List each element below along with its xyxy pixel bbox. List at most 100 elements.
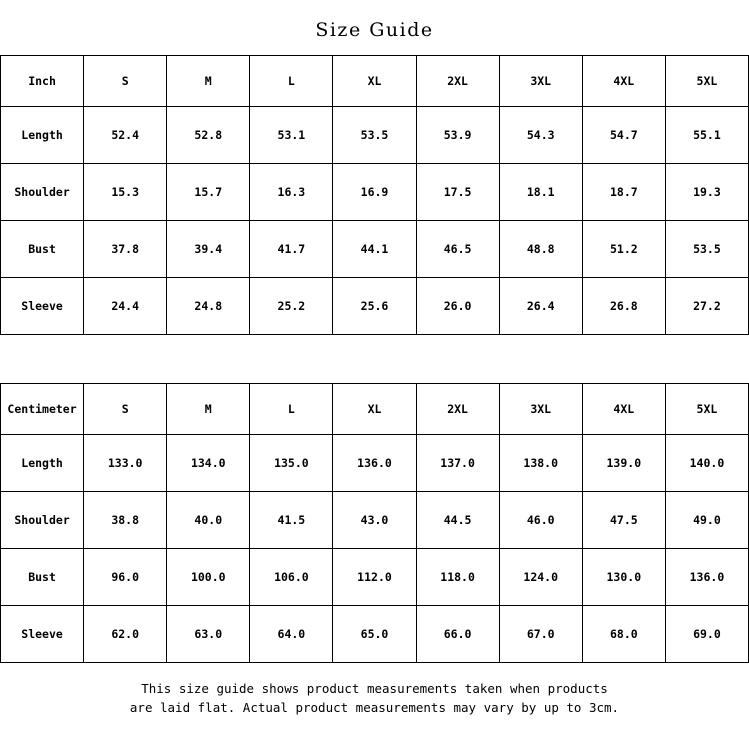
cell: 106.0 bbox=[249, 548, 334, 606]
cell: 46.5 bbox=[415, 220, 500, 278]
row-label-length: Length bbox=[0, 434, 85, 492]
cell: 63.0 bbox=[166, 605, 251, 663]
cell: 19.3 bbox=[664, 163, 749, 221]
table-row: Bust 37.8 39.4 41.7 44.1 46.5 48.8 51.2 … bbox=[0, 220, 749, 278]
table-row: Shoulder 38.8 40.0 41.5 43.0 44.5 46.0 4… bbox=[0, 491, 749, 549]
cell: 130.0 bbox=[581, 548, 666, 606]
cell: 140.0 bbox=[664, 434, 749, 492]
cell: 24.8 bbox=[166, 277, 251, 335]
cell: 54.7 bbox=[581, 106, 666, 164]
cell: 134.0 bbox=[166, 434, 251, 492]
cell: 26.4 bbox=[498, 277, 583, 335]
table-row: Shoulder 15.3 15.7 16.3 16.9 17.5 18.1 1… bbox=[0, 163, 749, 221]
cell: 26.8 bbox=[581, 277, 666, 335]
cell: 138.0 bbox=[498, 434, 583, 492]
row-label-shoulder: Shoulder bbox=[0, 491, 85, 549]
cell: 26.0 bbox=[415, 277, 500, 335]
cell: 136.0 bbox=[332, 434, 417, 492]
cell: 43.0 bbox=[332, 491, 417, 549]
footer-note: This size guide shows product measuremen… bbox=[0, 663, 749, 717]
col-header-l: L bbox=[249, 55, 334, 107]
cell: 55.1 bbox=[664, 106, 749, 164]
table-row: Length 133.0 134.0 135.0 136.0 137.0 138… bbox=[0, 434, 749, 492]
col-header-m: M bbox=[166, 383, 251, 435]
cell: 66.0 bbox=[415, 605, 500, 663]
col-header-2xl: 2XL bbox=[415, 383, 500, 435]
cell: 46.0 bbox=[498, 491, 583, 549]
cell: 39.4 bbox=[166, 220, 251, 278]
cell: 52.8 bbox=[166, 106, 251, 164]
cell: 124.0 bbox=[498, 548, 583, 606]
cell: 65.0 bbox=[332, 605, 417, 663]
cell: 16.9 bbox=[332, 163, 417, 221]
cell: 67.0 bbox=[498, 605, 583, 663]
col-header-m: M bbox=[166, 55, 251, 107]
size-table-centimeter: Centimeter S M L XL 2XL 3XL 4XL 5XL Leng… bbox=[0, 383, 749, 663]
cell: 48.8 bbox=[498, 220, 583, 278]
cell: 53.9 bbox=[415, 106, 500, 164]
cell: 15.7 bbox=[166, 163, 251, 221]
cell: 15.3 bbox=[83, 163, 168, 221]
cell: 51.2 bbox=[581, 220, 666, 278]
row-label-length: Length bbox=[0, 106, 85, 164]
size-table-inch: Inch S M L XL 2XL 3XL 4XL 5XL Length 52.… bbox=[0, 55, 749, 335]
table-header-row: Inch S M L XL 2XL 3XL 4XL 5XL bbox=[0, 55, 749, 107]
cell: 24.4 bbox=[83, 277, 168, 335]
cell: 38.8 bbox=[83, 491, 168, 549]
col-header-5xl: 5XL bbox=[664, 383, 749, 435]
cell: 16.3 bbox=[249, 163, 334, 221]
cell: 53.5 bbox=[332, 106, 417, 164]
cell: 135.0 bbox=[249, 434, 334, 492]
table-separator bbox=[0, 335, 749, 383]
cell: 52.4 bbox=[83, 106, 168, 164]
cell: 96.0 bbox=[83, 548, 168, 606]
col-header-3xl: 3XL bbox=[498, 55, 583, 107]
col-header-s: S bbox=[83, 383, 168, 435]
table-row: Bust 96.0 100.0 106.0 112.0 118.0 124.0 … bbox=[0, 548, 749, 606]
col-header-5xl: 5XL bbox=[664, 55, 749, 107]
col-header-xl: XL bbox=[332, 383, 417, 435]
size-table-centimeter-body: Centimeter S M L XL 2XL 3XL 4XL 5XL Leng… bbox=[0, 383, 749, 663]
cell: 139.0 bbox=[581, 434, 666, 492]
unit-label-centimeter: Centimeter bbox=[0, 383, 85, 435]
cell: 40.0 bbox=[166, 491, 251, 549]
row-label-sleeve: Sleeve bbox=[0, 277, 85, 335]
cell: 64.0 bbox=[249, 605, 334, 663]
row-label-shoulder: Shoulder bbox=[0, 163, 85, 221]
cell: 18.7 bbox=[581, 163, 666, 221]
cell: 25.6 bbox=[332, 277, 417, 335]
cell: 41.7 bbox=[249, 220, 334, 278]
cell: 49.0 bbox=[664, 491, 749, 549]
cell: 137.0 bbox=[415, 434, 500, 492]
cell: 18.1 bbox=[498, 163, 583, 221]
page-title: Size Guide bbox=[315, 19, 434, 41]
footer-line-2: are laid flat. Actual product measuremen… bbox=[129, 700, 620, 715]
cell: 53.5 bbox=[664, 220, 749, 278]
col-header-xl: XL bbox=[332, 55, 417, 107]
cell: 17.5 bbox=[415, 163, 500, 221]
col-header-4xl: 4XL bbox=[581, 55, 666, 107]
footer-line-1: This size guide shows product measuremen… bbox=[141, 681, 608, 696]
cell: 41.5 bbox=[249, 491, 334, 549]
col-header-2xl: 2XL bbox=[415, 55, 500, 107]
cell: 44.1 bbox=[332, 220, 417, 278]
cell: 47.5 bbox=[581, 491, 666, 549]
cell: 44.5 bbox=[415, 491, 500, 549]
cell: 37.8 bbox=[83, 220, 168, 278]
cell: 112.0 bbox=[332, 548, 417, 606]
cell: 136.0 bbox=[664, 548, 749, 606]
cell: 133.0 bbox=[83, 434, 168, 492]
cell: 53.1 bbox=[249, 106, 334, 164]
cell: 25.2 bbox=[249, 277, 334, 335]
row-label-sleeve: Sleeve bbox=[0, 605, 85, 663]
cell: 118.0 bbox=[415, 548, 500, 606]
cell: 27.2 bbox=[664, 277, 749, 335]
col-header-4xl: 4XL bbox=[581, 383, 666, 435]
cell: 100.0 bbox=[166, 548, 251, 606]
table-row: Sleeve 24.4 24.8 25.2 25.6 26.0 26.4 26.… bbox=[0, 277, 749, 335]
col-header-l: L bbox=[249, 383, 334, 435]
col-header-3xl: 3XL bbox=[498, 383, 583, 435]
table-row: Sleeve 62.0 63.0 64.0 65.0 66.0 67.0 68.… bbox=[0, 605, 749, 663]
table-row: Length 52.4 52.8 53.1 53.5 53.9 54.3 54.… bbox=[0, 106, 749, 164]
row-label-bust: Bust bbox=[0, 220, 85, 278]
